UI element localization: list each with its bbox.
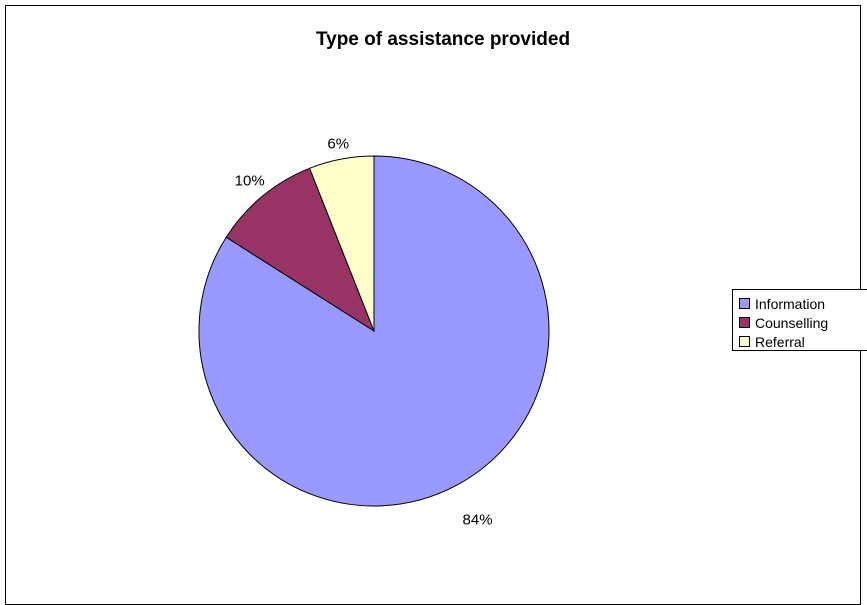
legend-swatch-information bbox=[739, 298, 750, 309]
legend-item-information: Information bbox=[739, 294, 867, 313]
chart-title: Type of assistance provided bbox=[316, 29, 570, 50]
legend: Information Counselling Referral bbox=[732, 289, 867, 351]
pie-slices bbox=[198, 155, 550, 507]
legend-label-referral: Referral bbox=[755, 333, 805, 350]
pie-slice-counselling bbox=[225, 167, 376, 333]
legend-swatch-counselling bbox=[739, 317, 750, 328]
pie-data-labels: 84% 10% 6% bbox=[235, 135, 493, 528]
pie-slice-referral bbox=[308, 155, 375, 332]
legend-item-counselling: Counselling bbox=[739, 313, 867, 332]
data-label-counselling: 10% bbox=[235, 173, 265, 190]
data-label-referral: 6% bbox=[327, 135, 349, 152]
legend-label-counselling: Counselling bbox=[755, 314, 829, 331]
legend-label-information: Information bbox=[755, 295, 826, 312]
legend-swatch-referral bbox=[739, 336, 750, 347]
data-label-information: 84% bbox=[463, 511, 493, 528]
legend-item-referral: Referral bbox=[739, 332, 867, 351]
